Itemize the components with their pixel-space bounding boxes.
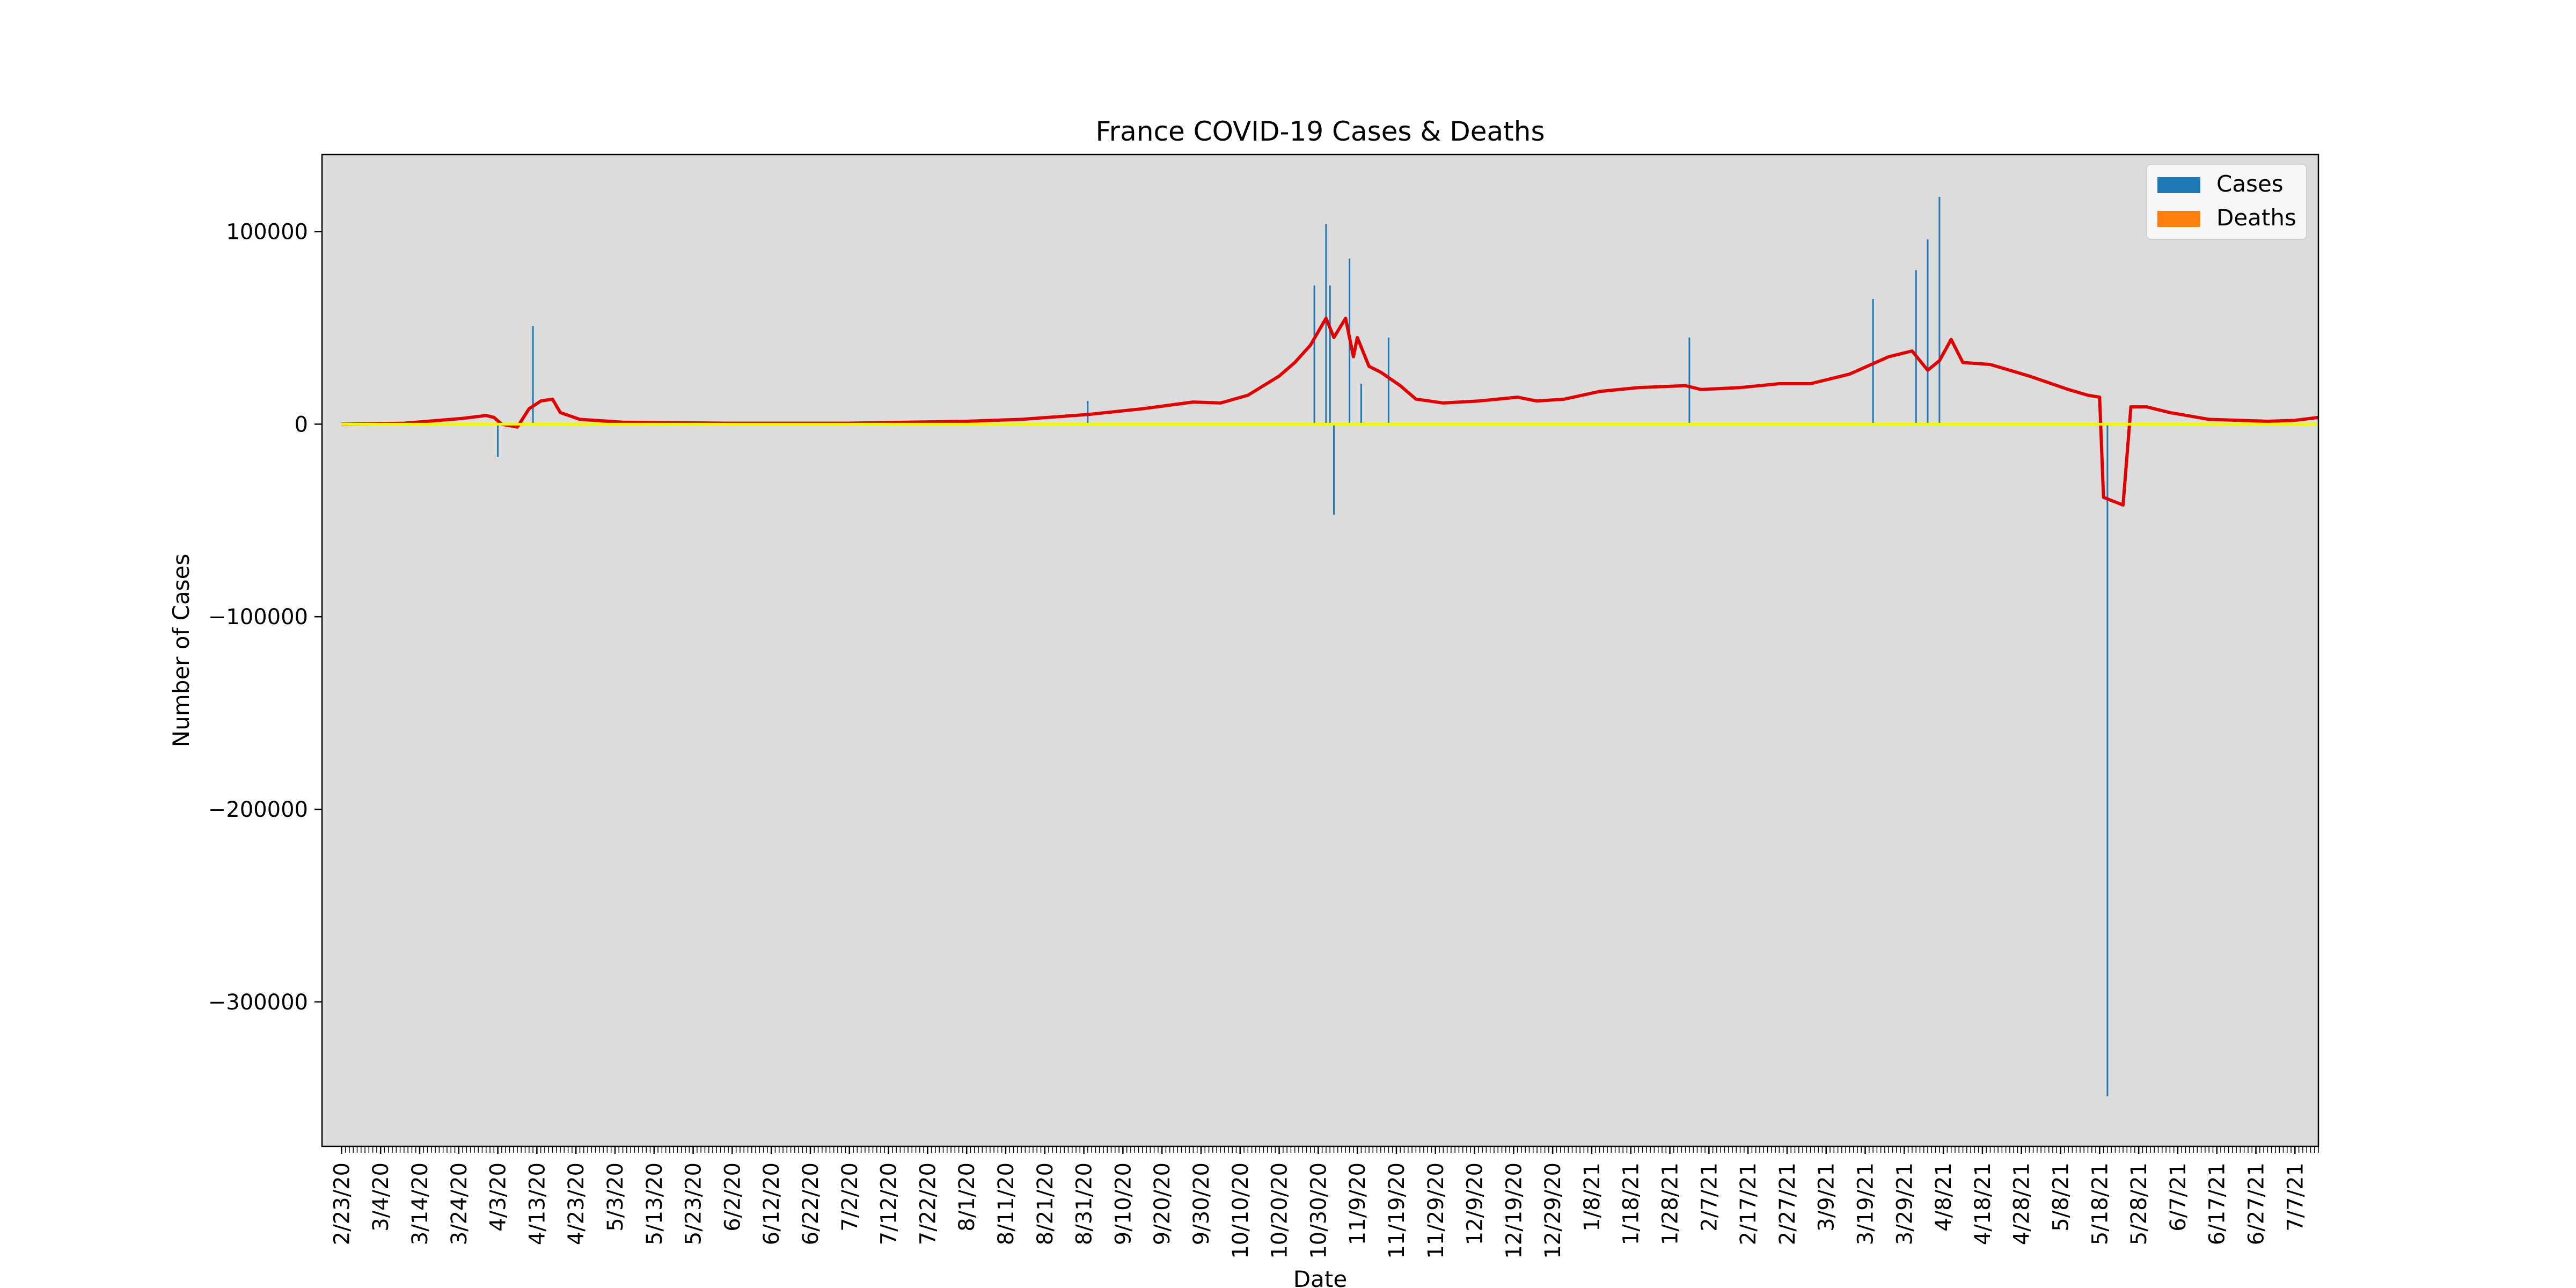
legend-label-cases: Cases — [2216, 171, 2284, 197]
x-tick-label: 3/19/21 — [1854, 1162, 1878, 1245]
x-tick-label: 7/2/20 — [838, 1162, 862, 1232]
cases-bar — [1325, 224, 1327, 425]
x-tick-label: 6/22/20 — [799, 1162, 823, 1245]
x-tick-label: 2/7/21 — [1697, 1162, 1722, 1232]
legend-label-deaths: Deaths — [2216, 204, 2296, 231]
x-tick-label: 6/17/21 — [2205, 1162, 2230, 1245]
legend-swatch-deaths — [2157, 211, 2200, 227]
cases-bar — [2106, 424, 2109, 1096]
legend: Cases Deaths — [2146, 164, 2307, 240]
x-tick-label: 4/23/20 — [564, 1162, 589, 1245]
x-tick-label: 7/7/21 — [2283, 1162, 2308, 1232]
x-tick-label: 5/3/20 — [603, 1162, 628, 1232]
x-tick-label: 1/8/21 — [1580, 1162, 1605, 1232]
rolling-average-line — [341, 317, 2319, 507]
x-tick-label: 6/12/20 — [759, 1162, 784, 1245]
x-tick-label: 7/22/20 — [916, 1162, 940, 1245]
x-tick-label: 3/24/20 — [447, 1162, 472, 1245]
cases-bar — [1872, 299, 1874, 425]
x-axis: 2/23/20 3/4/20 3/14/20 3/24/20 4/3/20 4/13/20… — [330, 1146, 2319, 1259]
plot-frame — [321, 153, 2319, 1147]
y-tick-label: 0 — [295, 412, 308, 437]
x-tick-label: 2/17/21 — [1736, 1162, 1761, 1245]
x-tick-label: 9/10/20 — [1111, 1162, 1136, 1245]
cases-bar — [1915, 270, 1917, 425]
cases-bar — [1329, 286, 1331, 425]
x-tick-label: 11/29/20 — [1424, 1162, 1448, 1259]
x-tick-label: 5/13/20 — [642, 1162, 667, 1245]
y-tick-label: −200000 — [208, 797, 308, 822]
plot-area — [322, 155, 2318, 1146]
y-tick-label: −100000 — [208, 605, 308, 630]
x-tick-label: 2/23/20 — [330, 1162, 354, 1245]
x-tick-label: 10/30/20 — [1306, 1162, 1331, 1259]
cases-bar — [1360, 384, 1362, 425]
x-tick-label: 8/31/20 — [1072, 1162, 1097, 1245]
y-axis-label: Number of Cases — [168, 554, 194, 748]
x-tick-label: 9/20/20 — [1150, 1162, 1175, 1245]
x-tick-label: 10/10/20 — [1228, 1162, 1253, 1259]
x-tick-label: 11/19/20 — [1385, 1162, 1409, 1259]
cases-bar — [1313, 286, 1315, 425]
x-tick-label: 6/7/21 — [2166, 1162, 2191, 1232]
x-tick-label: 12/19/20 — [1502, 1162, 1526, 1259]
x-tick-label: 10/20/20 — [1268, 1162, 1292, 1259]
cases-bar — [532, 326, 534, 425]
series-lines — [341, 317, 2319, 507]
x-tick-label: 8/21/20 — [1033, 1162, 1058, 1245]
cases-bar — [1387, 337, 1389, 425]
x-tick-label: 4/13/20 — [525, 1162, 550, 1245]
y-tick-label: 100000 — [226, 220, 308, 245]
x-tick-label: 3/14/20 — [408, 1162, 433, 1245]
x-tick-label: 5/18/21 — [2088, 1162, 2112, 1245]
x-tick-label: 3/29/21 — [1892, 1162, 1917, 1245]
y-axis: 100000 0 −100000 −200000 −300000 — [208, 220, 322, 1015]
x-tick-label: 6/27/21 — [2244, 1162, 2269, 1245]
cases-bar — [1927, 239, 1929, 425]
cases-bar — [497, 424, 499, 457]
cases-bar — [1333, 424, 1335, 515]
legend-swatch-cases — [2157, 177, 2200, 193]
x-tick-label: 11/9/20 — [1345, 1162, 1370, 1245]
x-tick-label: 12/9/20 — [1463, 1162, 1488, 1245]
cases-bar — [1938, 196, 1941, 425]
x-tick-label: 5/23/20 — [682, 1162, 706, 1245]
x-tick-label: 4/3/20 — [486, 1162, 511, 1232]
x-tick-label: 2/27/21 — [1775, 1162, 1800, 1245]
x-tick-label: 12/29/20 — [1541, 1162, 1565, 1259]
x-axis-label: Date — [1293, 1266, 1347, 1288]
x-tick-label: 8/11/20 — [994, 1162, 1019, 1245]
x-tick-label: 4/8/21 — [1931, 1162, 1956, 1232]
cases-bar — [1688, 337, 1690, 425]
x-tick-label: 4/18/21 — [1971, 1162, 1995, 1245]
chart-title: France COVID-19 Cases & Deaths — [1096, 116, 1545, 147]
x-tick-label: 3/4/20 — [369, 1162, 393, 1232]
x-tick-label: 5/28/21 — [2127, 1162, 2151, 1245]
x-tick-label: 4/28/21 — [2010, 1162, 2035, 1245]
x-tick-label: 3/9/21 — [1814, 1162, 1839, 1232]
x-tick-label: 9/30/20 — [1189, 1162, 1214, 1245]
x-tick-label: 1/28/21 — [1658, 1162, 1683, 1245]
x-tick-label: 1/18/21 — [1619, 1162, 1644, 1245]
x-tick-label: 8/1/20 — [955, 1162, 979, 1232]
cases-bar — [1087, 401, 1089, 425]
y-tick-label: −300000 — [208, 990, 308, 1015]
x-tick-label: 6/2/20 — [720, 1162, 745, 1232]
x-tick-label: 5/8/21 — [2049, 1162, 2074, 1232]
x-tick-label: 7/12/20 — [877, 1162, 902, 1245]
